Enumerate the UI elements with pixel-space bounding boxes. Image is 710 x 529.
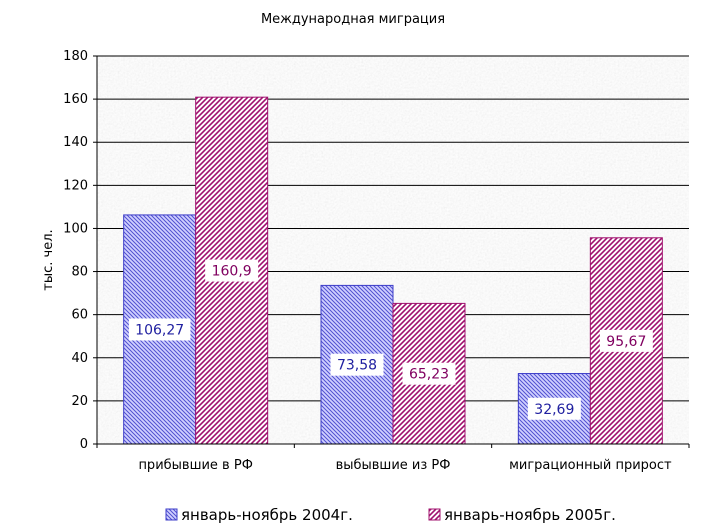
y-tick-label: 40 — [71, 351, 88, 366]
data-label: 106,27 — [135, 322, 184, 338]
legend-label-2004: январь-ноябрь 2004г. — [181, 506, 353, 524]
data-label-box — [599, 329, 653, 352]
data-label-box — [527, 397, 581, 420]
data-label: 32,69 — [534, 402, 574, 418]
y-tick-label: 100 — [63, 221, 88, 236]
legend-swatch-2005 — [428, 508, 441, 521]
x-tick-labels: прибывшие в РФ выбывшие из РФ миграционный… — [96, 444, 690, 473]
x-tick-label: выбывшие из РФ — [336, 458, 451, 473]
data-label: 95,67 — [606, 334, 646, 350]
y-axis-label: тыс. чел. — [41, 229, 56, 290]
x-tick-label: прибывшие в РФ — [138, 458, 252, 473]
data-label-box — [205, 259, 259, 282]
chart-title: Международная миграция — [261, 12, 445, 27]
data-label-box — [330, 353, 384, 376]
legend-label-2005: январь-ноябрь 2005г. — [444, 506, 616, 524]
data-label: 73,58 — [337, 358, 377, 374]
y-tick-label: 20 — [71, 394, 88, 409]
x-tick-label: миграционный прирост — [509, 458, 672, 473]
y-tick-label: 120 — [63, 178, 88, 193]
data-label-box — [128, 318, 191, 341]
y-tick-label: 160 — [63, 92, 88, 107]
y-tick-labels: 0 20 40 60 80 100 120 140 160 180 — [63, 49, 97, 452]
y-tick-label: 80 — [71, 265, 88, 280]
y-tick-label: 0 — [80, 437, 88, 452]
legend-swatch-2004 — [165, 508, 178, 521]
data-labels: 106,27 160,9 73,58 65,23 32,69 95,67 — [128, 259, 653, 420]
y-tick-label: 60 — [71, 308, 88, 323]
data-label: 160,9 — [212, 264, 252, 280]
data-label: 65,23 — [409, 367, 449, 383]
y-tick-label: 140 — [63, 135, 88, 150]
data-label-box — [402, 362, 456, 385]
y-tick-label: 180 — [63, 49, 88, 64]
legend: январь-ноябрь 2004г. январь-ноябрь 2005г… — [165, 506, 616, 524]
